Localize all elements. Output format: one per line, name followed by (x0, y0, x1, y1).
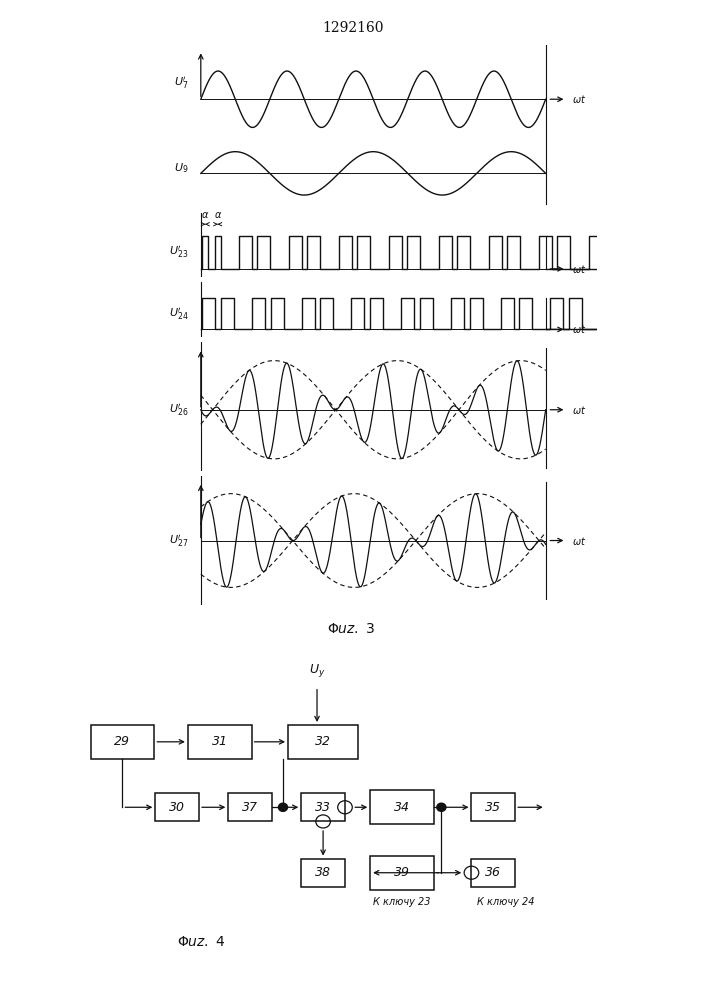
Circle shape (279, 803, 288, 811)
Text: $\omega t$: $\omega t$ (571, 263, 586, 275)
Text: $\omega t$: $\omega t$ (571, 535, 586, 547)
Text: $U_{24}'$: $U_{24}'$ (169, 306, 189, 322)
Bar (370, 790, 434, 824)
Text: $U_{26}'$: $U_{26}'$ (169, 402, 189, 418)
Text: 1292160: 1292160 (323, 21, 384, 35)
Text: 38: 38 (315, 866, 331, 879)
Text: $U_7'$: $U_7'$ (175, 75, 189, 91)
Bar (156, 793, 199, 821)
Bar (370, 856, 434, 890)
Text: $\omega t$: $\omega t$ (571, 323, 586, 335)
Text: $U_y$: $U_y$ (309, 662, 325, 679)
Bar (301, 859, 345, 887)
Bar (228, 793, 272, 821)
Text: $\Phi u\mathit{z}.\ 4$: $\Phi u\mathit{z}.\ 4$ (177, 935, 226, 949)
Text: 30: 30 (169, 801, 185, 814)
Bar (301, 793, 345, 821)
Text: 37: 37 (242, 801, 258, 814)
Text: $U_{23}'$: $U_{23}'$ (170, 244, 189, 260)
Text: 35: 35 (485, 801, 501, 814)
Bar (188, 725, 252, 759)
Text: К ключу 23: К ключу 23 (373, 897, 431, 907)
Text: $\Phi u\mathit{z}.\ 3$: $\Phi u\mathit{z}.\ 3$ (327, 622, 375, 636)
Text: 33: 33 (315, 801, 331, 814)
Text: $\omega t$: $\omega t$ (571, 93, 586, 105)
Text: $\alpha$: $\alpha$ (214, 210, 222, 220)
Bar (288, 725, 358, 759)
Text: $U_9$: $U_9$ (174, 161, 189, 175)
Text: К ключу 24: К ключу 24 (477, 897, 534, 907)
Text: $\omega t$: $\omega t$ (571, 404, 586, 416)
Bar (472, 859, 515, 887)
Text: 29: 29 (115, 735, 131, 748)
Circle shape (437, 803, 446, 811)
Bar (90, 725, 154, 759)
Text: 34: 34 (394, 801, 410, 814)
Bar (472, 793, 515, 821)
Text: $\alpha$: $\alpha$ (201, 210, 209, 220)
Text: 32: 32 (315, 735, 331, 748)
Text: 31: 31 (211, 735, 228, 748)
Text: $U_{27}'$: $U_{27}'$ (170, 533, 189, 549)
Text: 36: 36 (485, 866, 501, 879)
Text: 39: 39 (394, 866, 410, 879)
